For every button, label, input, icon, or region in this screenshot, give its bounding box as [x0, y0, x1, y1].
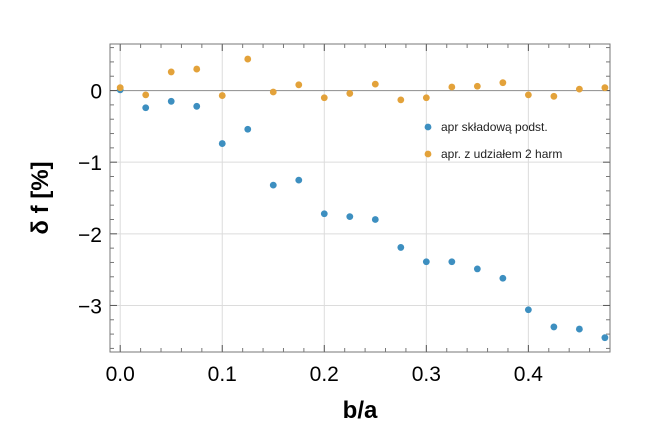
data-point-series-1: [142, 104, 150, 112]
data-point-series-2: [116, 84, 124, 92]
x-tick-labels: 0.0 0.1 0.2 0.3 0.4: [106, 363, 544, 386]
data-point-series-2: [575, 85, 583, 93]
axis-ticks: [110, 44, 610, 352]
legend-marker: [424, 150, 432, 158]
y-tick-label: −1: [78, 152, 102, 175]
data-point-series-1: [524, 306, 532, 314]
data-point-series-1: [448, 258, 456, 266]
data-point-series-2: [346, 90, 354, 97]
data-point-series-2: [167, 68, 175, 76]
x-tick-label: 0.0: [106, 363, 135, 386]
plot-frame: [109, 43, 611, 353]
data-point-series-2: [473, 82, 481, 90]
data-point-series-2: [524, 91, 532, 99]
data-point-series-2: [295, 81, 303, 89]
x-axis-title: b/a: [343, 397, 378, 424]
data-points: [116, 55, 609, 342]
data-point-series-2: [422, 94, 430, 102]
data-point-series-1: [422, 258, 430, 266]
x-tick-label: 0.2: [310, 363, 339, 386]
x-tick-label: 0.1: [208, 363, 237, 386]
data-point-series-2: [269, 88, 277, 96]
legend-marker: [424, 123, 432, 131]
legend-label: apr składową podst.: [441, 120, 548, 134]
legend-label: apr. z udziałem 2 harm: [441, 147, 562, 161]
data-point-series-2: [550, 92, 558, 100]
data-point-series-1: [397, 244, 405, 251]
data-point-series-2: [448, 83, 456, 91]
x-tick-label: 0.3: [412, 363, 441, 386]
y-axis-title: δ f [%]: [27, 161, 54, 234]
y-tick-label: −2: [78, 224, 102, 247]
data-point-series-2: [244, 55, 252, 63]
data-point-series-2: [320, 94, 328, 102]
data-point-series-2: [601, 84, 609, 92]
data-point-series-2: [193, 65, 201, 73]
data-point-series-1: [499, 274, 507, 282]
data-point-series-2: [218, 92, 226, 99]
legend: apr składową podst. apr. z udziałem 2 har…: [424, 120, 562, 161]
data-point-series-1: [218, 140, 226, 147]
data-point-series-1: [167, 97, 175, 105]
data-point-series-1: [244, 125, 252, 133]
y-tick-label: 0: [90, 81, 102, 104]
data-point-series-1: [320, 210, 328, 218]
y-tick-label: −3: [78, 295, 102, 318]
data-point-series-1: [371, 216, 379, 223]
data-point-series-2: [371, 80, 379, 88]
data-point-series-1: [346, 213, 354, 221]
data-point-series-1: [269, 181, 277, 189]
data-point-series-1: [575, 325, 583, 333]
data-point-series-1: [193, 102, 201, 110]
data-point-series-1: [295, 176, 303, 184]
data-point-series-2: [499, 79, 507, 87]
y-tick-labels: 0 −1 −2 −3: [78, 81, 102, 319]
data-point-series-2: [397, 96, 405, 104]
x-tick-label: 0.4: [514, 363, 544, 386]
data-point-series-1: [550, 323, 558, 331]
data-point-series-1: [473, 265, 481, 273]
data-point-series-1: [601, 334, 609, 342]
data-point-series-2: [142, 91, 150, 99]
